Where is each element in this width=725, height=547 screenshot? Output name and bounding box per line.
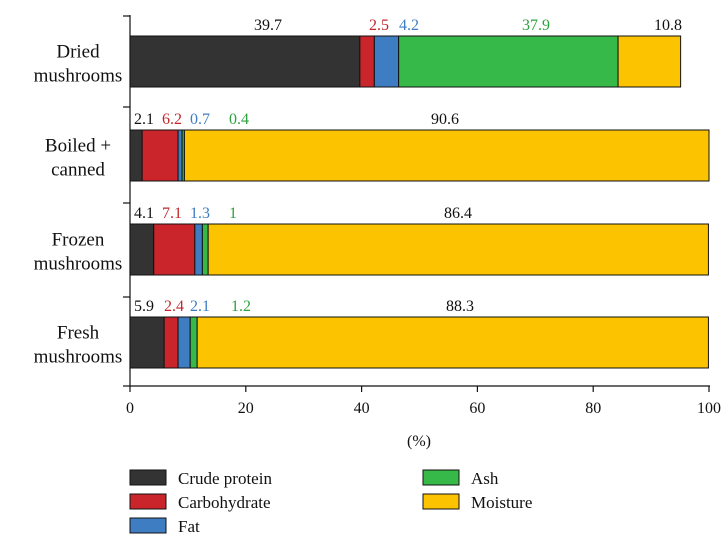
x-tick-label: 40 bbox=[354, 400, 370, 417]
data-label: 1 bbox=[229, 205, 237, 222]
data-label: 2.4 bbox=[164, 298, 184, 315]
data-label: 37.9 bbox=[522, 17, 550, 34]
bar-segment bbox=[129, 35, 361, 88]
data-label: 2.5 bbox=[369, 17, 389, 34]
legend-swatch bbox=[129, 469, 167, 486]
y-axis: Dried mushrooms Boiled + canned Frozen mushro… bbox=[34, 15, 131, 387]
bar-segment bbox=[129, 316, 165, 369]
legend-swatch bbox=[129, 517, 167, 534]
bar-segment bbox=[141, 129, 179, 182]
legend-item: Moisture bbox=[422, 493, 532, 512]
data-label: 6.2 bbox=[162, 111, 182, 128]
legend: Crude protein Carbohydrate Fat Ash Moisture bbox=[129, 469, 532, 536]
legend-item: Ash bbox=[422, 469, 499, 488]
legend-label: Fat bbox=[178, 517, 200, 536]
category-label: Frozen mushrooms bbox=[34, 230, 123, 275]
legend-swatch bbox=[422, 493, 460, 510]
category-label: Boiled + canned bbox=[45, 136, 111, 181]
bar-segment bbox=[194, 223, 203, 276]
legend-label: Moisture bbox=[471, 493, 532, 512]
legend-label: Ash bbox=[471, 469, 499, 488]
x-axis-title: (%) bbox=[407, 433, 431, 450]
data-label: 0.4 bbox=[229, 111, 249, 128]
bar-segment bbox=[398, 35, 619, 88]
bars bbox=[129, 35, 710, 369]
data-label: 86.4 bbox=[444, 205, 472, 222]
bar-segment bbox=[201, 223, 209, 276]
data-label: 2.1 bbox=[134, 111, 154, 128]
data-label: 1.2 bbox=[231, 298, 251, 315]
bar-segment bbox=[189, 316, 198, 369]
bar-segment bbox=[129, 223, 155, 276]
x-tick-label: 100 bbox=[697, 400, 721, 417]
bar-segment bbox=[373, 35, 400, 88]
legend-swatch bbox=[422, 469, 460, 486]
data-label: 0.7 bbox=[190, 111, 210, 128]
legend-item: Fat bbox=[129, 517, 200, 536]
legend-item: Carbohydrate bbox=[129, 493, 271, 512]
data-label: 39.7 bbox=[254, 17, 282, 34]
data-label: 90.6 bbox=[431, 111, 459, 128]
data-label: 5.9 bbox=[134, 298, 154, 315]
category-label: Dried mushrooms bbox=[34, 42, 123, 87]
bar-segment bbox=[617, 35, 682, 88]
bar-segment bbox=[177, 316, 191, 369]
x-axis: 0 20 40 60 80 100 bbox=[126, 385, 721, 417]
bar-segment bbox=[163, 316, 179, 369]
x-tick-label: 80 bbox=[585, 400, 601, 417]
bar-segment bbox=[359, 35, 375, 88]
x-tick-label: 0 bbox=[126, 400, 134, 417]
data-label: 4.1 bbox=[134, 205, 154, 222]
category-label: Fresh mushrooms bbox=[34, 323, 123, 368]
x-tick-label: 60 bbox=[469, 400, 485, 417]
legend-label: Crude protein bbox=[178, 469, 272, 488]
legend-item: Crude protein bbox=[129, 469, 272, 488]
bar-segment bbox=[207, 223, 709, 276]
data-label: 10.8 bbox=[654, 17, 682, 34]
x-tick-label: 20 bbox=[238, 400, 254, 417]
data-label: 7.1 bbox=[162, 205, 182, 222]
legend-label: Carbohydrate bbox=[178, 493, 271, 512]
bar-segment bbox=[153, 223, 196, 276]
bar-segment bbox=[129, 129, 143, 182]
bar-segment bbox=[196, 316, 709, 369]
data-label: 88.3 bbox=[446, 298, 474, 315]
data-labels: 39.7 2.5 4.2 37.9 10.8 2.1 6.2 0.7 0.4 90.6 4.1 7.1… bbox=[134, 17, 682, 315]
data-label: 2.1 bbox=[190, 298, 210, 315]
data-label: 1.3 bbox=[190, 205, 210, 222]
bar-segment bbox=[177, 129, 183, 182]
bar-segment bbox=[183, 129, 710, 182]
legend-swatch bbox=[129, 493, 167, 510]
data-label: 4.2 bbox=[399, 17, 419, 34]
